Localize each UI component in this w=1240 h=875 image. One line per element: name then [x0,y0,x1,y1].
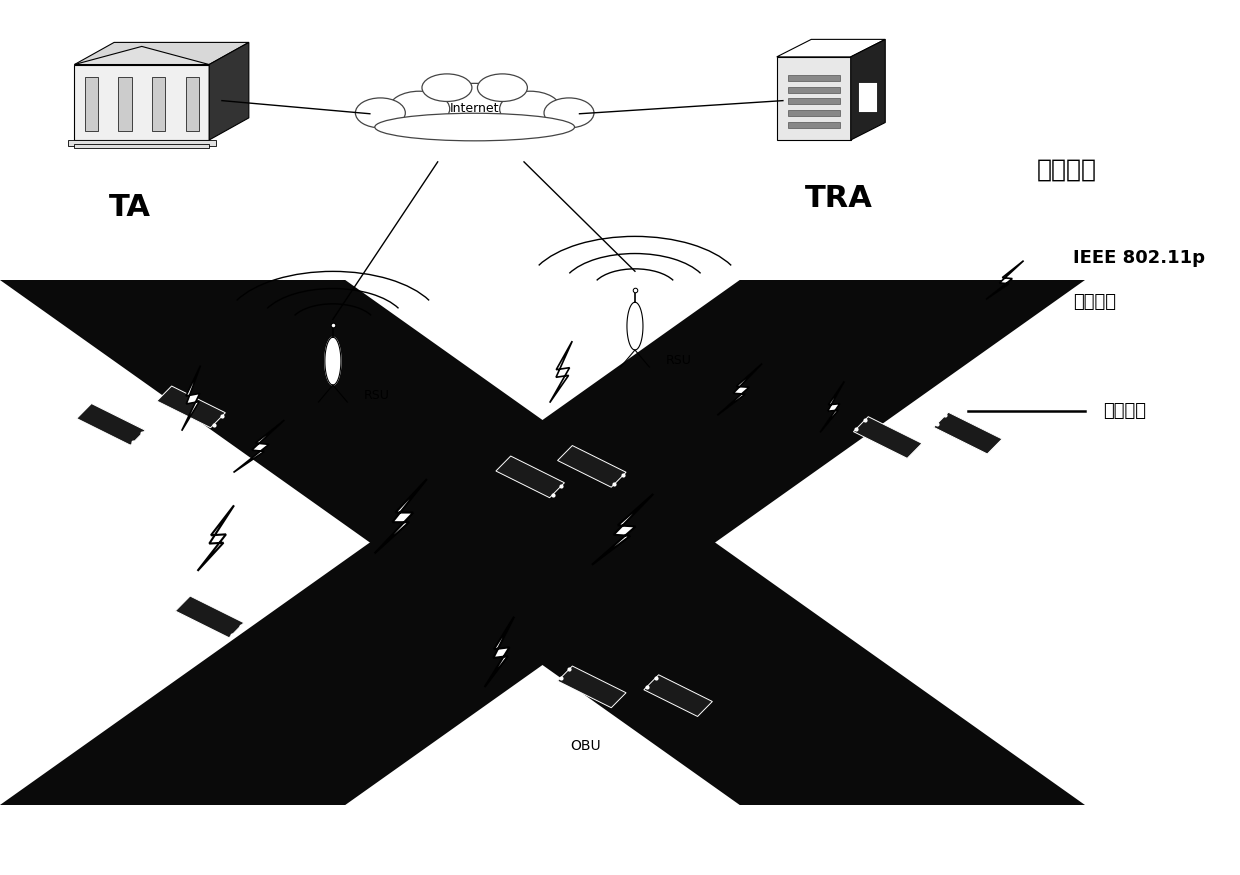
Polygon shape [591,494,653,564]
Polygon shape [0,280,1085,805]
Text: OBU: OBU [570,739,601,753]
Bar [84,77,98,131]
Text: RSU: RSU [666,354,692,367]
Text: IEEE 802.11p: IEEE 802.11p [1073,249,1204,267]
Ellipse shape [544,98,594,128]
Ellipse shape [477,74,527,102]
Polygon shape [986,261,1023,299]
Bar [787,99,839,104]
Polygon shape [325,337,341,385]
Ellipse shape [374,113,574,141]
Polygon shape [74,65,210,140]
Bar [68,140,216,146]
Polygon shape [496,456,564,498]
Polygon shape [485,617,515,687]
Polygon shape [74,46,210,65]
Polygon shape [175,596,244,638]
Polygon shape [77,403,145,445]
Text: Internet: Internet [450,102,500,116]
Bar [858,82,877,112]
Polygon shape [0,280,1085,805]
Bar [186,77,200,131]
Text: RSU: RSU [363,389,389,402]
Text: 有线连接: 有线连接 [1104,402,1147,420]
Ellipse shape [356,98,405,128]
Text: TA: TA [108,192,150,221]
Polygon shape [374,480,427,554]
Polygon shape [776,39,885,57]
Text: TRA: TRA [805,184,872,213]
Bar [787,122,839,128]
Polygon shape [853,416,923,459]
Polygon shape [197,506,234,570]
Text: 无线连接: 无线连接 [1073,293,1116,311]
Polygon shape [776,57,851,140]
Ellipse shape [388,91,450,127]
Ellipse shape [500,91,560,127]
Bar [787,110,839,116]
Polygon shape [820,382,844,432]
Ellipse shape [433,83,516,127]
Polygon shape [210,42,249,140]
Polygon shape [182,366,201,430]
Bar [74,144,210,148]
Bar [787,75,839,81]
Polygon shape [718,363,763,416]
Polygon shape [156,386,226,428]
Polygon shape [934,412,1002,454]
Ellipse shape [422,74,472,102]
Polygon shape [558,445,626,487]
Polygon shape [627,302,644,350]
Bar [151,77,165,131]
Polygon shape [74,42,249,65]
Polygon shape [558,666,626,708]
Text: 通信技术: 通信技术 [1037,158,1096,181]
Bar [118,77,131,131]
Polygon shape [851,39,885,140]
Polygon shape [233,420,284,473]
Bar [787,87,839,93]
Polygon shape [644,675,712,717]
Polygon shape [549,341,572,402]
